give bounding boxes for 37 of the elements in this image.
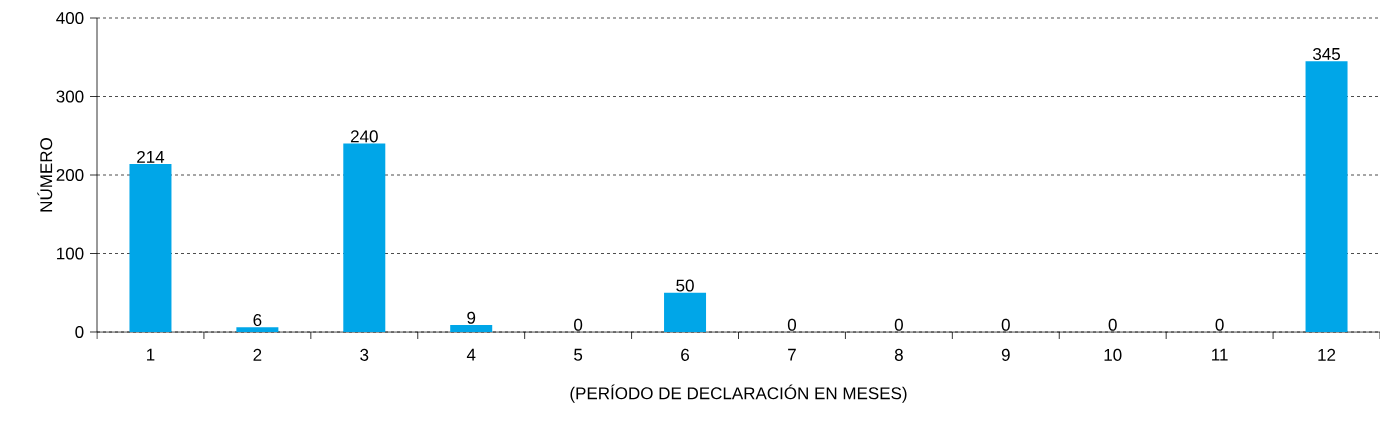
data-label: 0	[894, 318, 903, 331]
y-tick-label: 300	[56, 90, 84, 103]
x-tick-label: 6	[681, 348, 690, 361]
data-label: 240	[350, 130, 378, 143]
bar	[664, 292, 707, 332]
bar	[450, 324, 493, 332]
x-tick-label: 1	[147, 348, 155, 361]
bar	[1305, 61, 1348, 332]
data-label: 0	[1215, 318, 1224, 331]
x-tick-label: 12	[1318, 348, 1336, 361]
x-tick-label: 11	[1212, 348, 1228, 361]
y-tick-label: 0	[75, 325, 84, 339]
data-label: 0	[574, 318, 583, 331]
data-label: 345	[1313, 47, 1340, 60]
x-tick-label: 9	[1001, 348, 1010, 361]
data-label: 0	[1001, 318, 1010, 331]
x-tick-label: 8	[894, 348, 903, 361]
y-tick-label: 100	[57, 247, 84, 260]
bar	[236, 327, 279, 332]
x-tick-label: 4	[466, 348, 476, 361]
data-label: 0	[1108, 318, 1117, 331]
x-tick-label: 7	[788, 348, 796, 361]
x-tick-label: 3	[360, 348, 369, 361]
y-tick-label: 200	[56, 168, 84, 182]
bar	[129, 164, 172, 332]
data-label: 214	[137, 150, 165, 163]
y-axis-title: NÚMERO	[37, 138, 53, 212]
data-label: 9	[467, 311, 476, 324]
x-axis-title: (PERÍODO DE DECLARACIÓN EN MESES)	[570, 384, 907, 403]
bar	[343, 143, 386, 332]
y-tick-label: 400	[56, 11, 84, 25]
x-tick-label: 10	[1104, 348, 1122, 361]
data-label: 6	[253, 314, 262, 327]
data-label: 50	[676, 279, 694, 292]
x-tick-label: 2	[253, 348, 262, 361]
x-tick-label: 5	[574, 348, 583, 361]
data-label: 0	[787, 318, 797, 331]
